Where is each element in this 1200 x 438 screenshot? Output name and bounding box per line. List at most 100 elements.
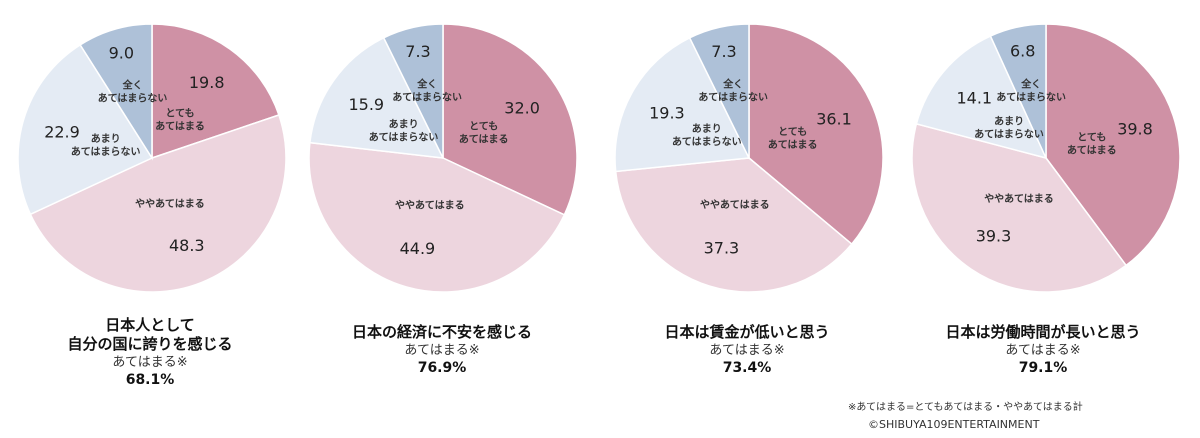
data-label-value: 32.0 [504,99,540,118]
data-label-value: 6.8 [1010,42,1035,61]
chart-summary-percent: 76.9% [417,360,467,376]
data-label-line: ややあてはまる [395,198,465,211]
chart-summary-percent: 68.1% [125,372,175,388]
data-label-value: 44.9 [400,239,436,258]
data-label-line: あまり [692,122,722,135]
copyright: ©SHIBUYA109ENTERTAINMENT [868,418,1040,431]
chart-subtitle: あてはまる※ [709,343,785,358]
data-label-line: あてはまる [459,133,509,146]
data-label-line: あてはまらない [98,92,168,105]
data-label-line: あてはまる [768,138,818,151]
data-label-line: ややあてはまる [700,198,770,211]
data-label-value: 7.3 [711,42,736,61]
pie-slice [614,36,751,173]
pie-slice [748,23,884,246]
data-label-value: 9.0 [109,44,134,63]
chart-title-line: 日本は労働時間が長いと思う [945,323,1141,341]
chart-summary-percent: 73.4% [722,360,772,376]
data-label-value: 7.3 [405,42,430,61]
data-label-category: とてもあてはまる [155,107,205,132]
data-label-category: ややあてはまる [700,198,770,211]
data-label-line: あてはまらない [974,127,1044,140]
data-label-line: ややあてはまる [135,197,205,210]
pie-slice [151,23,280,160]
footnote: ※あてはまる=とてもあてはまる・ややあてはまる計 [848,402,1083,413]
data-label-value: 14.1 [956,89,992,108]
data-label-category: あまりあてはまらない [672,122,742,148]
data-label-line: あてはまらない [698,91,768,104]
data-label-value: 37.3 [704,239,740,258]
data-label-line: あてはまる [1067,143,1117,156]
chart-title-line: 日本は賃金が低いと思う [664,323,830,341]
data-label-category: 全くあてはまらない [698,78,768,104]
data-label-line: あてはまる [155,119,205,132]
data-label-category: とてもあてはまる [1067,131,1117,156]
data-label-line: とても [165,107,194,119]
pie-slice [915,35,1048,160]
data-label-line: 全く [1020,77,1041,90]
pie-slice [382,23,444,159]
data-label-line: ややあてはまる [984,192,1054,205]
data-label-line: あてはまらない [369,131,439,144]
data-label-category: 全くあてはまらない [98,79,168,105]
chart-title-line: 日本の経済に不安を感じる [351,323,532,341]
chart-title-line: 自分の国に誇りを感じる [67,335,233,353]
data-label-value: 19.8 [189,73,225,92]
pie-slice [309,36,445,159]
data-label-value: 22.9 [44,123,80,142]
data-label-category: 全くあてはまらない [392,78,462,104]
data-label-value: 48.3 [169,236,205,255]
pie-slice [79,23,153,161]
data-label-category: とてもあてはまる [459,121,509,146]
pie-slice [688,23,750,159]
data-label-line: あてはまらない [996,90,1066,103]
data-label-value: 39.8 [1117,120,1153,139]
caption-2: 日本の経済に不安を感じる あてはまる※ 76.9% [292,323,592,377]
data-label-line: 全く [722,78,743,91]
chart-subtitle: あてはまる※ [404,343,480,358]
data-label-line: あてはまらない [392,91,462,104]
data-label-category: ややあてはまる [395,198,465,211]
chart-summary-percent: 79.1% [1018,360,1068,376]
data-label-line: とても [469,121,498,133]
data-label-category: あまりあてはまらない [974,114,1044,140]
pie-slice [614,157,853,293]
pie-slice [911,122,1128,293]
data-label-line: あてはまらない [71,145,141,158]
chart-subtitle: あてはまる※ [112,355,188,370]
data-label-value: 15.9 [348,95,384,114]
data-label-line: とても [1077,131,1106,143]
data-label-value: 39.3 [976,227,1012,246]
data-label-line: あまり [389,118,419,131]
data-label-value: 19.3 [649,104,685,123]
pie-slice [29,114,287,293]
data-label-value: 36.1 [816,109,852,128]
data-label-line: 全く [122,79,143,92]
pie-chart-3: 36.1とてもあてはまる37.3ややあてはまる19.3あまりあてはまらない7.3… [614,23,884,293]
pie-slice [989,23,1047,159]
data-label-category: あまりあてはまらない [71,132,141,158]
data-label-category: あまりあてはまらない [369,118,439,144]
data-label-line: あてはまらない [672,135,742,148]
data-label-category: とてもあてはまる [768,126,818,151]
pie-slice [308,141,566,293]
data-label-category: ややあてはまる [135,197,205,210]
data-label-category: 全くあてはまらない [996,77,1066,103]
chart-title-line: 日本人として [105,316,195,334]
pie-chart-2: 32.0とてもあてはまる44.9ややあてはまる15.9あまりあてはまらない7.3… [308,23,578,293]
data-label-line: 全く [416,78,437,91]
pie-slice [442,23,578,216]
caption-4: 日本は労働時間が長いと思う あてはまる※ 79.1% [893,323,1193,377]
pie-slice [17,43,154,216]
data-label-category: ややあてはまる [984,192,1054,205]
chart-subtitle: あてはまる※ [1005,343,1081,358]
caption-3: 日本は賃金が低いと思う あてはまる※ 73.4% [597,323,897,377]
pie-chart-4: 39.8とてもあてはまる39.3ややあてはまる14.1あまりあてはまらない6.8… [911,23,1181,293]
data-label-line: とても [778,126,807,138]
data-label-line: あまり [91,132,121,145]
data-label-line: あまり [994,114,1024,127]
caption-1: 日本人として 自分の国に誇りを感じる あてはまる※ 68.1% [0,316,300,389]
pie-slice [1045,23,1181,267]
